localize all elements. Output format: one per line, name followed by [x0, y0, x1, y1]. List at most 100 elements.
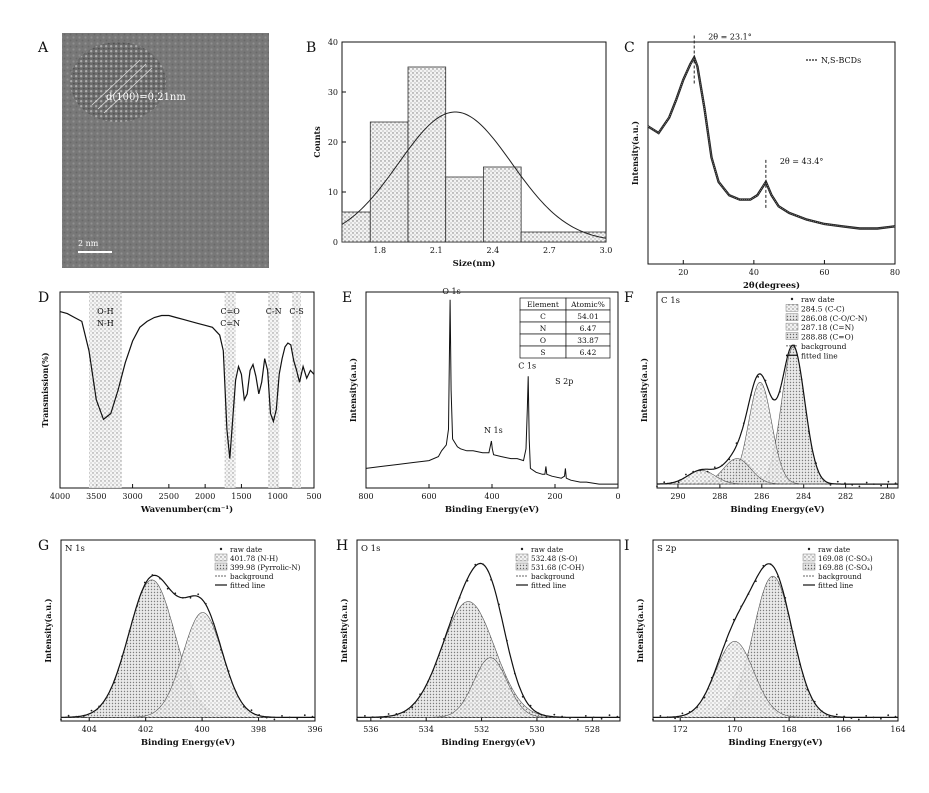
raw-data-point	[387, 713, 390, 715]
raw-data-point	[288, 716, 291, 719]
x-tick-label: 200	[547, 492, 562, 501]
legend-marker	[785, 304, 799, 312]
fit-component	[357, 657, 620, 718]
x-tick-label: 40	[749, 268, 759, 277]
raw-data-point	[411, 706, 414, 709]
x-tick-label: 2000	[195, 492, 215, 501]
legend-label: background	[531, 572, 575, 581]
peak-annotation: 2θ = 23.1°	[708, 33, 752, 42]
raw-data-point	[685, 473, 687, 476]
raw-data-point	[663, 481, 666, 484]
raw-data-point	[250, 709, 253, 712]
x-tick-label: 500	[306, 492, 321, 501]
panel-letter-i: I	[624, 538, 630, 554]
x-tick-label: 534	[419, 725, 434, 734]
raw-data-point	[258, 714, 260, 716]
y-tick-label: 40	[328, 38, 338, 47]
raw-data-point	[537, 712, 540, 715]
raw-data-point	[83, 716, 85, 718]
panel-letter-h: H	[336, 538, 348, 554]
plot-frame	[60, 539, 316, 722]
raw-data-point	[806, 688, 809, 691]
legend-label: raw date	[531, 545, 563, 554]
y-tick-label: 30	[328, 88, 338, 97]
raw-data-point	[844, 482, 846, 485]
raw-data-point	[265, 716, 268, 719]
y-tick-label: 0	[333, 238, 338, 247]
raw-data-point	[764, 379, 767, 382]
raw-data-point	[128, 629, 131, 632]
legend-label: 288.88 (C=O)	[801, 333, 854, 342]
y-axis-label: Intensity(a.u.)	[630, 121, 640, 185]
raw-data-point	[166, 587, 169, 590]
raw-data-point	[835, 713, 838, 716]
x-tick-label: 280	[880, 492, 895, 501]
table-cell-text: S	[540, 348, 545, 357]
x-axis-label: Binding Energy(eV)	[728, 737, 822, 748]
x-axis-label: Binding Energy(eV)	[445, 504, 539, 515]
table-cell-text: C	[540, 312, 546, 321]
raw-data-point	[174, 592, 177, 595]
raw-data-point	[243, 706, 245, 708]
table-cell-text: O	[540, 336, 546, 345]
x-tick-label: 400	[484, 492, 499, 501]
raw-data-point	[865, 481, 868, 484]
raw-data-point	[779, 390, 781, 393]
raw-data-point	[182, 596, 184, 599]
raw-data-point	[652, 718, 654, 721]
x-tick-label: 288	[712, 492, 727, 501]
raw-data-point	[894, 482, 897, 485]
raw-data-point	[364, 715, 366, 717]
legend-marker	[785, 322, 799, 331]
histogram-bar	[483, 166, 522, 243]
x-tick-label: 290	[670, 492, 685, 501]
raw-data-point	[799, 663, 801, 665]
fit-component	[61, 612, 315, 718]
functional-group-band	[224, 292, 236, 488]
panel-letter-e: E	[342, 290, 352, 306]
chart-g-n1s: 404 402 400 398 396 Binding Energy(eV) Intensi…	[43, 539, 323, 748]
y-tick-label: 20	[328, 138, 338, 147]
raw-data-point	[887, 480, 890, 483]
spectrum-title: C 1s	[661, 296, 680, 306]
raw-data-point	[728, 458, 731, 461]
legend-label: background	[818, 572, 862, 581]
legend-label: N,S-BCDs	[821, 56, 861, 65]
xrd-line	[647, 54, 896, 230]
raw-data-point	[829, 484, 832, 486]
fitted-line	[653, 563, 898, 718]
x-tick-label: 2.7	[543, 246, 556, 255]
raw-data-point	[865, 715, 868, 717]
raw-data-point	[807, 430, 810, 433]
raw-data-point	[721, 464, 723, 467]
functional-group-band	[292, 292, 301, 488]
legend-marker	[802, 553, 816, 562]
x-axis-label: Binding Energy(eV)	[141, 737, 235, 748]
x-tick-label: 284	[796, 492, 811, 501]
raw-data-point	[828, 715, 831, 718]
raw-data-point	[204, 602, 207, 605]
raw-data-point	[136, 605, 139, 607]
spectrum-title: N 1s	[65, 544, 85, 554]
legend-marker	[214, 553, 228, 562]
table-cell-text: 33.87	[577, 336, 599, 345]
raw-data-point	[90, 709, 93, 712]
legend-label: 531.68 (C-OH)	[531, 563, 584, 572]
panel-letter-a: A	[37, 40, 49, 56]
raw-data-point	[894, 715, 897, 718]
raw-data-point	[757, 376, 760, 378]
x-tick-label: 404	[82, 725, 97, 734]
gaussian-fit-line	[341, 111, 607, 239]
raw-data-point	[113, 681, 116, 684]
raw-data-point	[450, 616, 453, 619]
raw-data-point	[681, 712, 684, 715]
raw-data-point	[735, 442, 738, 445]
x-tick-label: 400	[194, 725, 209, 734]
y-tick-label: 10	[328, 188, 338, 197]
peak-annotation: 2θ = 43.4°	[780, 157, 824, 166]
raw-data-point	[677, 481, 680, 484]
x-tick-label: 282	[838, 492, 853, 501]
raw-data-point	[482, 563, 485, 566]
raw-data-point	[718, 658, 721, 661]
